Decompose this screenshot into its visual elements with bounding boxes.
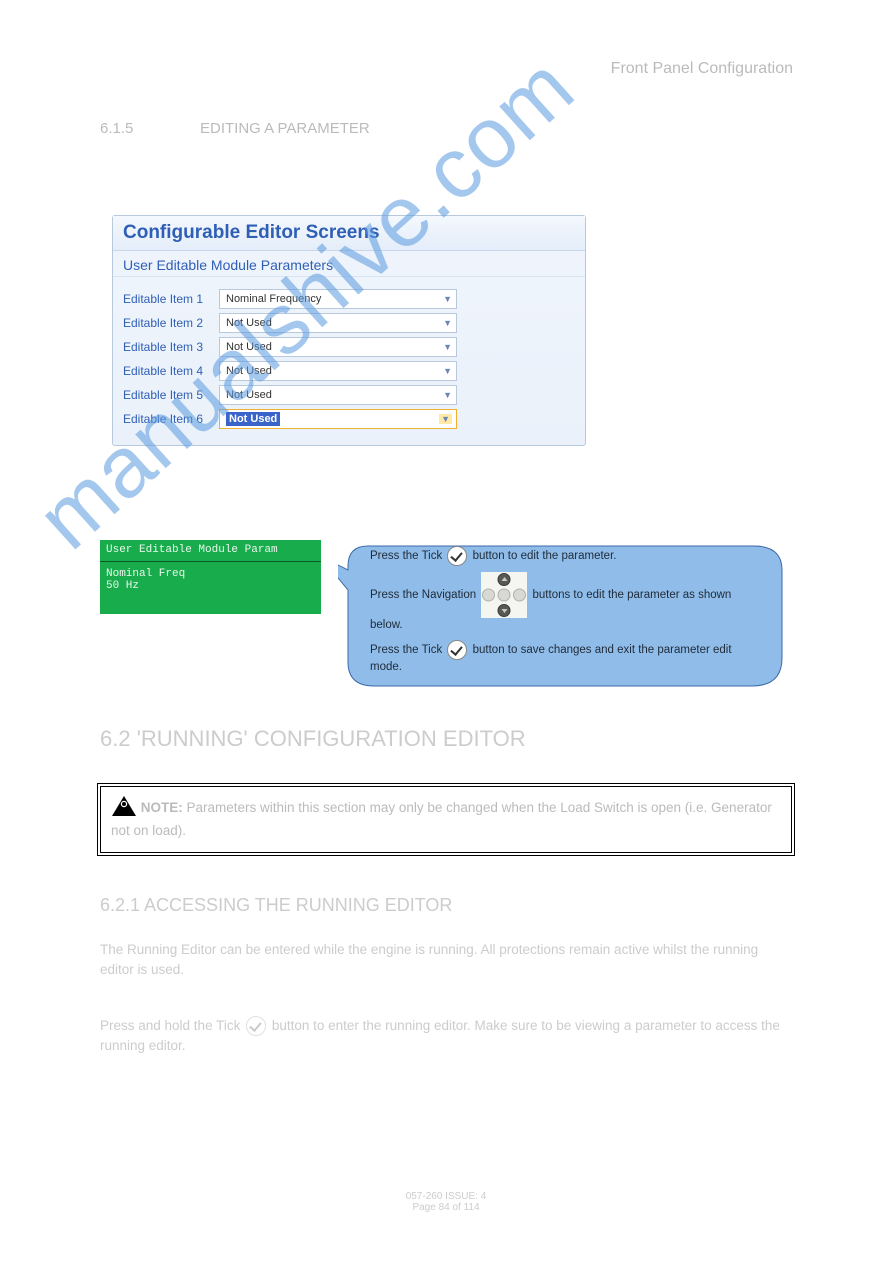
footer-page: Page 84 of 114 [100,1202,792,1213]
table-row: Editable Item 2 Not Used ▼ [123,313,575,333]
lcd-body: Nominal Freq 50 Hz [100,562,321,598]
table-row: Editable Item 4 Not Used ▼ [123,361,575,381]
item-label: Editable Item 4 [123,364,219,378]
combo-value: Not Used [226,341,272,353]
combo-value: Not Used [226,389,272,401]
chevron-down-icon: ▼ [443,390,452,400]
lcd-preview: User Editable Module Param Nominal Freq … [100,540,321,614]
heading-accessing: 6.2.1 ACCESSING THE RUNNING EDITOR [100,895,452,916]
nav-pad-icon [481,572,527,618]
tick-icon [246,1016,266,1036]
paragraph: Press and hold the Tick button to enter … [100,1016,792,1056]
panel-title: Configurable Editor Screens [113,216,585,251]
combo-item-6[interactable]: Not Used ▼ [219,409,457,429]
callout-line: Press the Navigation [370,589,479,601]
table-row: Editable Item 5 Not Used ▼ [123,385,575,405]
note-box: NOTE: Parameters within this section may… [100,786,792,853]
item-label: Editable Item 2 [123,316,219,330]
section-title: EDITING A PARAMETER [200,120,370,137]
page-footer: 057-260 ISSUE: 4 Page 84 of 114 [100,1191,792,1213]
callout-bubble: Press the Tick button to edit the parame… [338,534,788,694]
page-header: Front Panel Configuration [611,60,793,78]
section-number: 6.1.5 [100,120,133,137]
item-label: Editable Item 3 [123,340,219,354]
combo-item-5[interactable]: Not Used ▼ [219,385,457,405]
combo-item-4[interactable]: Not Used ▼ [219,361,457,381]
chevron-down-icon: ▼ [439,414,452,424]
lcd-line: Nominal Freq [106,568,315,580]
chevron-down-icon: ▼ [443,318,452,328]
panel-subtitle: User Editable Module Parameters [113,251,585,277]
footer-issue: 057-260 ISSUE: 4 [100,1191,792,1202]
note-text: Parameters within this section may only … [111,800,772,838]
heading-running-editor: 6.2 'RUNNING' CONFIGURATION EDITOR [100,726,526,752]
item-label: Editable Item 6 [123,412,219,426]
note-label: NOTE: [141,800,187,815]
combo-item-2[interactable]: Not Used ▼ [219,313,457,333]
combo-value: Not Used [226,317,272,329]
combo-item-1[interactable]: Nominal Frequency ▼ [219,289,457,309]
combo-value: Nominal Frequency [226,293,321,305]
tick-icon [447,546,467,566]
panel-body: Editable Item 1 Nominal Frequency ▼ Edit… [113,277,585,445]
item-label: Editable Item 5 [123,388,219,402]
lcd-header: User Editable Module Param [100,540,321,562]
callout-line: Press the Tick [370,550,445,562]
lcd-line: 50 Hz [106,580,315,592]
config-panel: Configurable Editor Screens User Editabl… [112,215,586,446]
table-row: Editable Item 6 Not Used ▼ [123,409,575,429]
paragraph-text: Press and hold the Tick [100,1018,244,1033]
item-label: Editable Item 1 [123,292,219,306]
combo-item-3[interactable]: Not Used ▼ [219,337,457,357]
paragraph: The Running Editor can be entered while … [100,940,792,979]
callout-line: Press the Tick [370,644,445,656]
combo-value: Not Used [226,412,280,426]
callout-line: button to edit the parameter. [473,550,617,562]
chevron-down-icon: ▼ [443,294,452,304]
combo-value: Not Used [226,365,272,377]
chevron-down-icon: ▼ [443,342,452,352]
table-row: Editable Item 1 Nominal Frequency ▼ [123,289,575,309]
tick-icon [447,640,467,660]
chevron-down-icon: ▼ [443,366,452,376]
callout-text: Press the Tick button to edit the parame… [370,546,764,675]
warning-icon [111,795,137,822]
table-row: Editable Item 3 Not Used ▼ [123,337,575,357]
